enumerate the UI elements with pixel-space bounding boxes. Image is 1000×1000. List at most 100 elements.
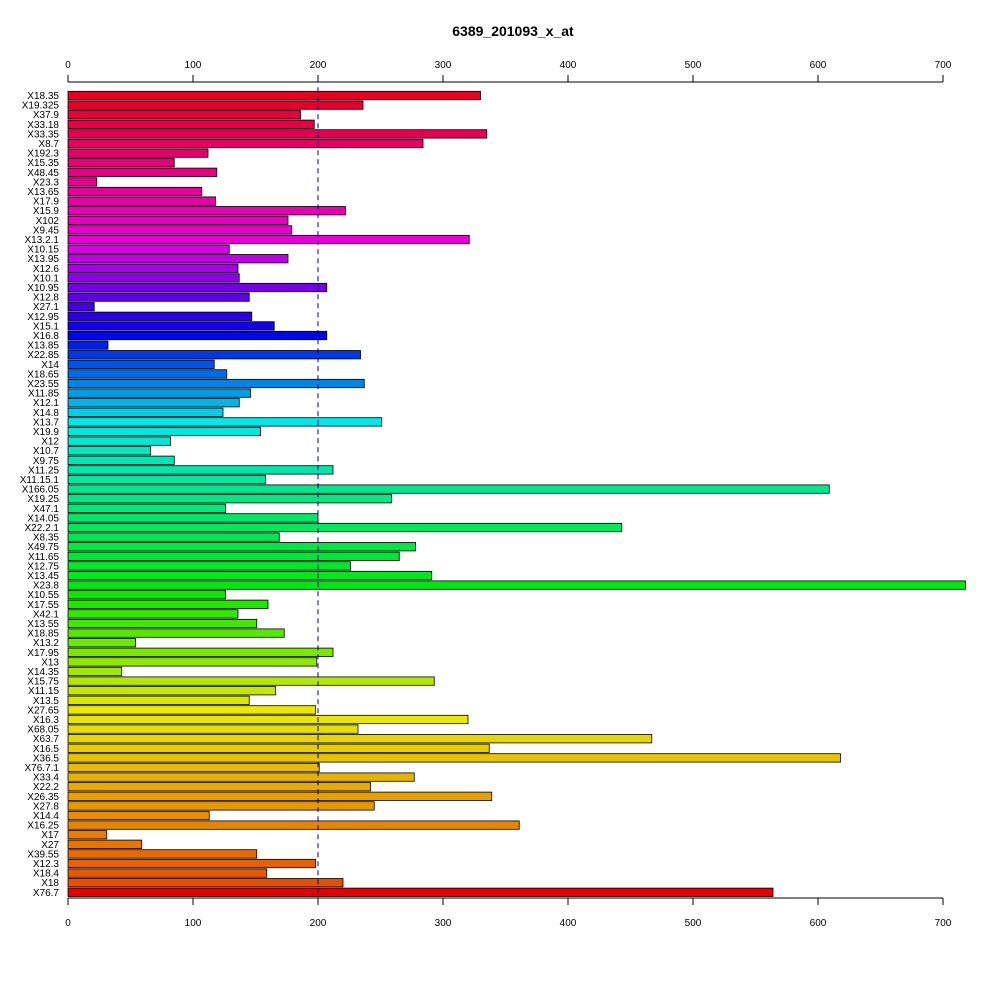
bar bbox=[67, 215, 289, 225]
bar bbox=[67, 311, 253, 321]
category-label: X17.9 bbox=[33, 197, 60, 208]
bar bbox=[67, 532, 280, 542]
top-axis-tick-label: 300 bbox=[435, 60, 452, 71]
bar bbox=[67, 359, 215, 369]
bar bbox=[67, 551, 400, 561]
bar bbox=[67, 254, 289, 264]
bar bbox=[67, 868, 268, 878]
bar bbox=[67, 561, 351, 571]
bar bbox=[67, 724, 359, 734]
category-label: X18.65 bbox=[27, 369, 59, 380]
category-label: X13.95 bbox=[27, 254, 59, 265]
bar bbox=[67, 407, 224, 417]
category-label: X102 bbox=[36, 216, 60, 227]
category-label: X11.85 bbox=[28, 389, 59, 400]
category-label: X12 bbox=[41, 437, 59, 448]
category-label: X18.85 bbox=[27, 629, 59, 640]
top-axis-tick-label: 700 bbox=[935, 60, 952, 71]
category-label: X17.95 bbox=[27, 648, 59, 659]
bar bbox=[67, 282, 328, 293]
category-label: X16.25 bbox=[27, 821, 59, 832]
category-label: X14.05 bbox=[27, 513, 59, 524]
category-label: X18.4 bbox=[33, 869, 60, 880]
bar bbox=[67, 436, 171, 446]
category-label: X14.4 bbox=[33, 811, 60, 822]
category-label: X17.55 bbox=[27, 600, 59, 611]
category-label: X13.55 bbox=[27, 619, 59, 630]
bar bbox=[67, 474, 266, 485]
bar bbox=[67, 618, 258, 629]
category-labels: X18.35X19.325X37.9X33.18X33.35X8.7X192.3… bbox=[20, 91, 60, 899]
category-label: X33.35 bbox=[27, 129, 59, 140]
bar bbox=[67, 830, 108, 840]
category-label: X27.8 bbox=[33, 801, 60, 812]
category-label: X8.7 bbox=[38, 139, 59, 150]
bottom-axis-tick-label: 400 bbox=[560, 918, 577, 929]
bar bbox=[67, 762, 320, 773]
category-label: X12.3 bbox=[33, 859, 60, 870]
category-label: X23.55 bbox=[27, 379, 59, 390]
category-label: X12.75 bbox=[27, 561, 59, 572]
bar bbox=[67, 849, 258, 859]
category-label: X11.25 bbox=[28, 465, 59, 476]
bar bbox=[67, 119, 315, 129]
category-label: X9.75 bbox=[33, 456, 60, 467]
bar bbox=[67, 743, 490, 753]
bar bbox=[67, 148, 209, 158]
bar bbox=[67, 734, 653, 744]
category-label: X19.325 bbox=[22, 101, 60, 112]
category-label: X42.1 bbox=[33, 609, 60, 620]
bar bbox=[67, 196, 216, 206]
category-label: X33.18 bbox=[27, 120, 59, 131]
category-label: X15.75 bbox=[27, 677, 59, 688]
category-label: X16.8 bbox=[33, 331, 60, 342]
bar bbox=[67, 839, 143, 849]
category-label: X10.55 bbox=[27, 590, 59, 601]
category-label: X15.35 bbox=[27, 158, 59, 169]
chart-title: 6389_201093_x_at bbox=[452, 23, 574, 39]
category-label: X13.2.1 bbox=[25, 235, 60, 246]
bar bbox=[67, 446, 151, 456]
bar bbox=[67, 494, 393, 504]
category-label: X19.9 bbox=[33, 427, 60, 438]
bar bbox=[67, 484, 830, 494]
bar bbox=[67, 570, 433, 581]
category-label: X9.45 bbox=[33, 225, 60, 236]
category-label: X14 bbox=[41, 360, 59, 371]
category-label: X10.7 bbox=[33, 446, 60, 457]
category-label: X15.1 bbox=[33, 321, 60, 332]
bar bbox=[67, 753, 841, 763]
bottom-axis-tick-label: 200 bbox=[310, 918, 327, 929]
category-label: X22.2.1 bbox=[25, 523, 60, 534]
bar bbox=[67, 110, 301, 120]
bar bbox=[67, 158, 175, 168]
top-axis-tick-label: 500 bbox=[685, 60, 702, 71]
category-label: X36.5 bbox=[33, 753, 60, 764]
bar bbox=[67, 273, 240, 283]
category-label: X13.65 bbox=[27, 187, 59, 198]
bar bbox=[67, 714, 469, 725]
bars-group bbox=[67, 90, 966, 897]
category-label: X22.85 bbox=[27, 350, 59, 361]
bar bbox=[67, 292, 250, 302]
bar bbox=[67, 177, 98, 187]
category-label: X37.9 bbox=[33, 110, 60, 121]
bar bbox=[67, 609, 239, 619]
bar bbox=[67, 129, 488, 139]
category-label: X63.7 bbox=[33, 734, 60, 745]
category-label: X11.15 bbox=[28, 686, 59, 697]
category-label: X68.05 bbox=[27, 725, 59, 736]
bar bbox=[67, 801, 375, 811]
bar bbox=[67, 599, 269, 609]
bottom-axis-tick-label: 300 bbox=[435, 918, 452, 929]
bottom-axis-tick-label: 0 bbox=[65, 918, 71, 929]
bar bbox=[67, 138, 424, 149]
bar bbox=[67, 388, 251, 398]
category-label: X12.95 bbox=[27, 312, 59, 323]
category-label: X10.15 bbox=[27, 245, 59, 256]
bar bbox=[67, 90, 481, 101]
category-label: X13.7 bbox=[33, 417, 60, 428]
category-label: X11.15.1 bbox=[20, 475, 60, 486]
bar bbox=[67, 465, 334, 475]
bar bbox=[67, 522, 623, 533]
